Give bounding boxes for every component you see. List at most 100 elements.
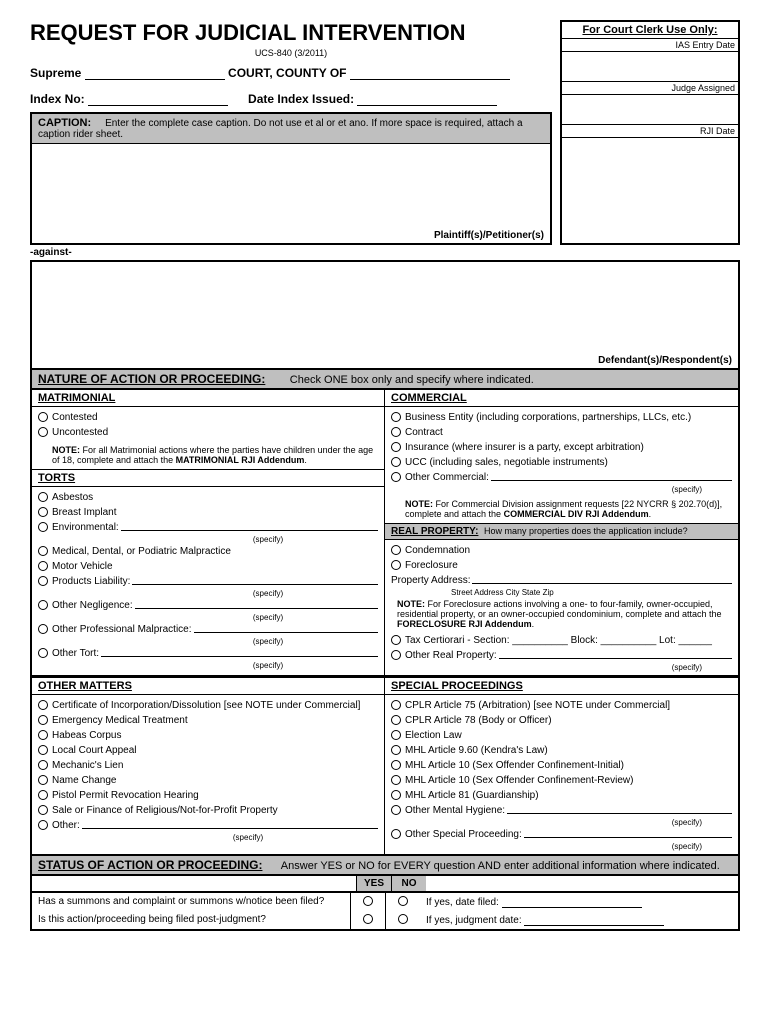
radio-local[interactable]: [38, 745, 48, 755]
form-number: UCS-840 (3/2011): [30, 48, 552, 58]
addr-labels: Street Address City State Zip: [451, 588, 732, 597]
addr-fill[interactable]: [472, 574, 732, 584]
prod-fill[interactable]: [132, 575, 378, 585]
omh-fill[interactable]: [507, 804, 732, 814]
radio-contract[interactable]: [391, 427, 401, 437]
radio-habeas[interactable]: [38, 730, 48, 740]
radio-insurance[interactable]: [391, 442, 401, 452]
q2b: If yes, judgment date:: [426, 915, 522, 926]
oc-fill[interactable]: [491, 471, 732, 481]
radio-foreclosure[interactable]: [391, 560, 401, 570]
ias-label: IAS Entry Date: [562, 39, 738, 52]
commercial-note: NOTE: For Commercial Division assignment…: [385, 497, 738, 523]
radio-name[interactable]: [38, 775, 48, 785]
oom-fill[interactable]: [82, 819, 378, 829]
radio-election[interactable]: [391, 730, 401, 740]
radio-motor[interactable]: [38, 561, 48, 571]
county-blank[interactable]: [350, 68, 510, 80]
neg-fill[interactable]: [135, 599, 378, 609]
radio-profmal[interactable]: [38, 624, 48, 634]
radio-lien[interactable]: [38, 760, 48, 770]
radio-omh[interactable]: [391, 805, 401, 815]
court-type: Supreme: [30, 66, 81, 80]
status-header: STATUS OF ACTION OR PROCEEDING: Answer Y…: [30, 856, 740, 876]
defendant-label: Defendant(s)/Respondent(s): [598, 355, 732, 366]
radio-condemnation[interactable]: [391, 545, 401, 555]
nature-header: NATURE OF ACTION OR PROCEEDING: Check ON…: [30, 370, 740, 390]
torts-header: TORTS: [32, 469, 384, 487]
radio-othercomm[interactable]: [391, 472, 401, 482]
caption-box: CAPTION: Enter the complete case caption…: [30, 112, 552, 245]
rji-label: RJI Date: [562, 125, 738, 138]
q1: Has a summons and complaint or summons w…: [32, 893, 350, 911]
radio-art75[interactable]: [391, 700, 401, 710]
index-blank[interactable]: [88, 94, 228, 106]
radio-medical[interactable]: [38, 546, 48, 556]
radio-tax[interactable]: [391, 635, 401, 645]
q2-no[interactable]: [398, 914, 408, 924]
matrimonial-header: MATRIMONIAL: [32, 390, 384, 407]
radio-cert[interactable]: [38, 700, 48, 710]
judge-label: Judge Assigned: [562, 82, 738, 95]
radio-kendra[interactable]: [391, 745, 401, 755]
q1b-fill[interactable]: [502, 896, 642, 908]
ias-space[interactable]: [562, 52, 738, 82]
commercial-header: COMMERCIAL: [385, 390, 738, 407]
radio-osp[interactable]: [391, 829, 401, 839]
radio-breast[interactable]: [38, 507, 48, 517]
q2-yes[interactable]: [363, 914, 373, 924]
yes-header: YES: [356, 876, 391, 891]
pm-fill[interactable]: [194, 623, 378, 633]
form-title: REQUEST FOR JUDICIAL INTERVENTION: [30, 20, 552, 46]
radio-negligence[interactable]: [38, 600, 48, 610]
specify-label: (specify): [158, 535, 378, 544]
radio-othertort[interactable]: [38, 648, 48, 658]
judge-space[interactable]: [562, 95, 738, 125]
radio-ucc[interactable]: [391, 457, 401, 467]
radio-pistol[interactable]: [38, 790, 48, 800]
rji-space[interactable]: [562, 138, 738, 168]
radio-asbestos[interactable]: [38, 492, 48, 502]
radio-environmental[interactable]: [38, 522, 48, 532]
radio-contested[interactable]: [38, 412, 48, 422]
radio-mhl10i[interactable]: [391, 760, 401, 770]
radio-otherrp[interactable]: [391, 650, 401, 660]
radio-otherom[interactable]: [38, 820, 48, 830]
clerk-header: For Court Clerk Use Only:: [562, 22, 738, 39]
q2b-fill[interactable]: [524, 914, 664, 926]
radio-sale[interactable]: [38, 805, 48, 815]
radio-art78[interactable]: [391, 715, 401, 725]
radio-products[interactable]: [38, 576, 48, 586]
q1-yes[interactable]: [363, 896, 373, 906]
radio-mhl10r[interactable]: [391, 775, 401, 785]
date-issued-label: Date Index Issued:: [248, 92, 354, 106]
no-header: NO: [391, 876, 426, 891]
caption-label: CAPTION:: [38, 117, 91, 129]
radio-mhl81[interactable]: [391, 790, 401, 800]
against-label: -against-: [30, 247, 740, 258]
uncontested-label: Uncontested: [52, 426, 108, 439]
matrimonial-note: NOTE: For all Matrimonial actions where …: [32, 443, 384, 469]
defendant-area[interactable]: Defendant(s)/Respondent(s): [30, 260, 740, 370]
clerk-box: For Court Clerk Use Only: IAS Entry Date…: [560, 20, 740, 245]
other-matters-header: OTHER MATTERS: [32, 678, 384, 695]
radio-uncontested[interactable]: [38, 427, 48, 437]
court-blank[interactable]: [85, 68, 225, 80]
radio-emt[interactable]: [38, 715, 48, 725]
radio-business[interactable]: [391, 412, 401, 422]
orp-fill[interactable]: [499, 649, 732, 659]
realproperty-header: REAL PROPERTY: How many properties does …: [385, 523, 738, 540]
index-label: Index No:: [30, 92, 85, 106]
q1-no[interactable]: [398, 896, 408, 906]
foreclosure-note: NOTE: For Foreclosure actions involving …: [391, 597, 732, 633]
ot-fill[interactable]: [101, 647, 378, 657]
contested-label: Contested: [52, 411, 98, 424]
plaintiff-label: Plaintiff(s)/Petitioner(s): [434, 230, 544, 241]
special-header: SPECIAL PROCEEDINGS: [385, 678, 738, 695]
q1b: If yes, date filed:: [426, 897, 499, 908]
plaintiff-area[interactable]: Plaintiff(s)/Petitioner(s): [32, 143, 550, 243]
env-fill[interactable]: [121, 521, 378, 531]
osp-fill[interactable]: [524, 828, 732, 838]
date-blank[interactable]: [357, 94, 497, 106]
court-label: COURT, COUNTY OF: [228, 66, 346, 80]
